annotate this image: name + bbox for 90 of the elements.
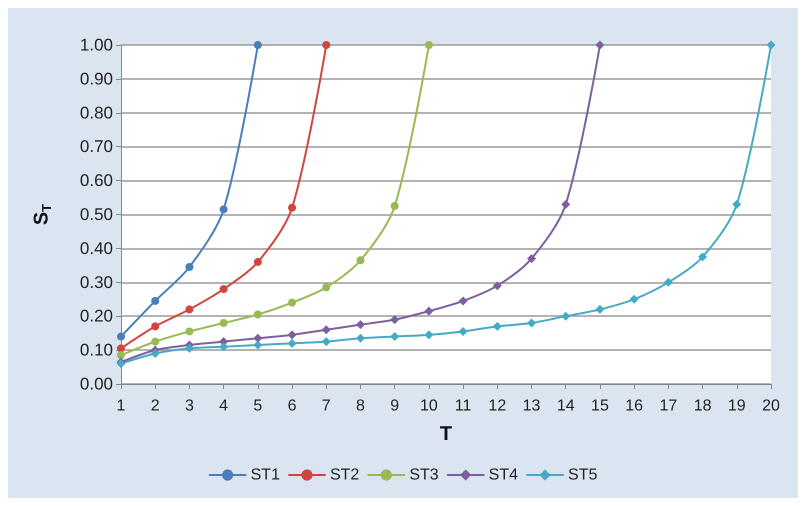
point xyxy=(766,40,776,50)
x-tick-label: 16 xyxy=(625,398,644,414)
point xyxy=(322,283,330,292)
point xyxy=(185,305,194,314)
point xyxy=(220,205,228,214)
point xyxy=(322,41,330,49)
point xyxy=(151,296,160,305)
point xyxy=(184,344,194,353)
y-axis-title: ST xyxy=(30,204,54,226)
point xyxy=(117,351,125,360)
point xyxy=(458,296,468,306)
point xyxy=(254,310,262,319)
x-tick-label: 12 xyxy=(488,398,506,414)
point xyxy=(288,204,296,212)
x-axis-title: T xyxy=(440,423,452,445)
point xyxy=(151,338,160,346)
point xyxy=(424,41,433,49)
point xyxy=(253,334,262,343)
x-tick-label: 17 xyxy=(659,398,678,414)
legend-label: ST3 xyxy=(409,466,439,484)
point xyxy=(664,278,673,287)
point xyxy=(390,332,400,342)
x-tick-label: 10 xyxy=(420,398,438,414)
x-tick-label: 20 xyxy=(762,398,780,414)
point xyxy=(185,263,194,272)
x-tick-label: 3 xyxy=(184,398,194,414)
point xyxy=(288,330,297,340)
point xyxy=(254,258,262,266)
point xyxy=(151,322,160,330)
point xyxy=(117,344,125,352)
point xyxy=(527,318,536,328)
point xyxy=(390,315,400,324)
point xyxy=(253,340,262,350)
point xyxy=(322,337,331,346)
y-tick-label: 0.80 xyxy=(80,103,113,122)
x-tick-label: 11 xyxy=(454,398,472,414)
point xyxy=(254,41,262,49)
point xyxy=(390,202,399,210)
legend-label: ST1 xyxy=(250,466,280,484)
x-tick-label: 6 xyxy=(288,398,297,414)
x-tick-label: 2 xyxy=(150,398,160,414)
point xyxy=(630,294,639,304)
legend-label: ST2 xyxy=(330,466,360,484)
x-tick-label: 19 xyxy=(728,398,746,414)
point xyxy=(595,304,604,314)
point xyxy=(527,254,536,264)
y-tick-label: 0.00 xyxy=(80,374,113,394)
point xyxy=(356,334,365,343)
point xyxy=(220,285,228,294)
x-tick-label: 13 xyxy=(522,398,541,414)
y-tick-label: 0.70 xyxy=(80,137,113,156)
point xyxy=(492,281,502,290)
legend-label: ST5 xyxy=(568,466,598,484)
y-tick-label: 0.10 xyxy=(80,340,113,360)
y-tick-label: 1.00 xyxy=(80,36,113,54)
x-tick-label: 5 xyxy=(253,398,262,414)
x-tick-label: 14 xyxy=(556,398,575,414)
point xyxy=(219,342,228,352)
point xyxy=(356,256,364,264)
point xyxy=(561,312,570,321)
y-tick-label: 0.40 xyxy=(80,238,113,258)
legend-label: ST4 xyxy=(488,466,518,484)
point xyxy=(288,338,297,348)
point xyxy=(288,298,296,307)
x-tick-label: 9 xyxy=(390,398,400,414)
point xyxy=(698,252,708,262)
y-tick-label: 0.50 xyxy=(80,205,113,224)
y-tick-label: 0.90 xyxy=(80,69,113,88)
point xyxy=(185,327,194,336)
x-tick-label: 7 xyxy=(322,398,331,414)
point xyxy=(220,318,228,327)
x-tick-label: 8 xyxy=(356,398,366,414)
point xyxy=(322,325,331,334)
y-tick-label: 0.30 xyxy=(80,272,113,292)
x-tick-label: 1 xyxy=(116,398,126,414)
point xyxy=(595,40,604,50)
point xyxy=(561,200,570,209)
x-tick-label: 15 xyxy=(591,398,609,414)
point xyxy=(458,326,468,336)
point xyxy=(424,306,434,316)
y-tick-label: 0.60 xyxy=(80,171,113,190)
y-tick-label: 0.20 xyxy=(80,306,113,326)
point xyxy=(732,200,742,209)
x-tick-label: 4 xyxy=(219,398,228,414)
point xyxy=(117,332,125,341)
x-tick-label: 18 xyxy=(694,398,712,414)
point xyxy=(150,348,160,358)
point xyxy=(492,322,502,331)
point xyxy=(424,330,434,340)
point xyxy=(356,320,365,330)
